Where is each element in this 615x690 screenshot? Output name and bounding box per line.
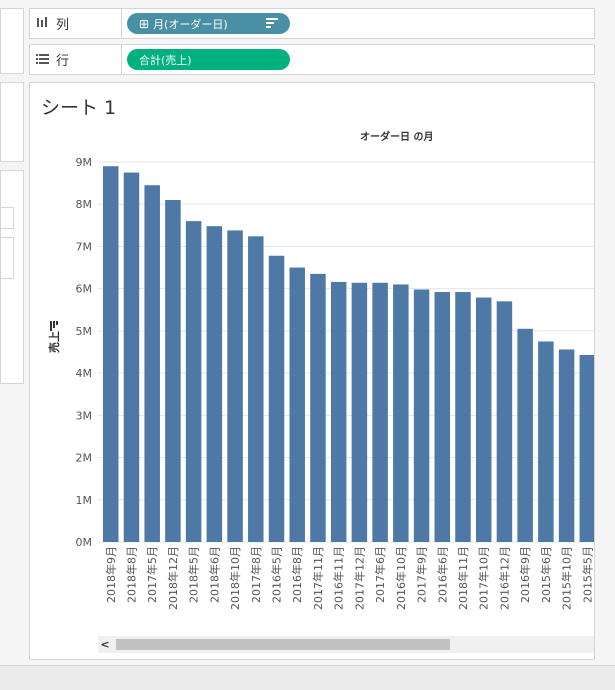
bar[interactable] <box>227 230 243 542</box>
bar[interactable] <box>144 185 160 542</box>
bar[interactable] <box>455 292 471 542</box>
bar[interactable] <box>496 301 513 542</box>
chart-column-header: オーダー日 の月 <box>360 132 434 143</box>
x-tick-label: 2016年11月 <box>332 546 346 610</box>
x-tick-label: 2018年5月 <box>187 546 201 603</box>
x-tick-label: 2015年10月 <box>560 546 574 610</box>
y-tick-label: 4M <box>76 367 93 380</box>
columns-label-text: 列 <box>56 18 70 33</box>
bar[interactable] <box>330 281 347 542</box>
bar[interactable] <box>579 354 595 542</box>
y-tick-label: 8M <box>76 198 93 211</box>
y-tick-label: 9M <box>76 156 93 169</box>
bar[interactable] <box>206 226 223 542</box>
x-tick-label: 2017年9月 <box>415 546 429 603</box>
sheet-view: シート 1 オーダー日 の月 0M 1M 2M 3M 4M 5M 6M 7M 8M 9M 売上 201… <box>29 82 595 660</box>
x-tick-label: 2016年12月 <box>497 546 511 610</box>
bar[interactable] <box>103 166 119 542</box>
left-panel-input-b[interactable] <box>0 237 14 279</box>
bar[interactable] <box>413 289 430 542</box>
sum-sales-pill[interactable]: 合計(売上) <box>127 49 290 70</box>
x-tick-label: 2017年5月 <box>145 546 159 603</box>
x-tick-label: 2016年5月 <box>270 546 284 603</box>
x-tick-label: 2018年11月 <box>456 546 470 610</box>
y-tick-label: 0M <box>76 536 93 549</box>
rows-icon <box>36 53 52 67</box>
plus-box-icon[interactable]: ⊞ <box>139 16 150 31</box>
bar[interactable] <box>351 282 368 542</box>
bar[interactable] <box>123 172 140 543</box>
bar[interactable] <box>248 236 264 543</box>
columns-icon <box>36 16 52 31</box>
x-tick-label: 2018年12月 <box>166 546 180 610</box>
bar[interactable] <box>289 267 305 542</box>
x-tick-label: 2018年8月 <box>124 546 138 603</box>
y-tick-label: 7M <box>76 240 93 253</box>
bar[interactable] <box>434 292 451 542</box>
x-tick-label: 2016年8月 <box>290 546 304 603</box>
bar[interactable] <box>185 221 202 542</box>
x-tick-label: 2018年6月 <box>207 546 221 603</box>
bar[interactable] <box>558 349 575 542</box>
y-tick-label: 3M <box>76 409 93 422</box>
x-tick-label: 2015年5月 <box>580 546 594 603</box>
bar[interactable] <box>517 328 533 542</box>
left-panel-mid <box>0 82 24 162</box>
y-axis-title[interactable]: 売上 <box>47 331 61 353</box>
x-tick-label: 2017年6月 <box>373 546 387 603</box>
y-tick-label: 1M <box>76 494 93 507</box>
y-tick-label: 5M <box>76 325 93 338</box>
bar[interactable] <box>475 297 492 542</box>
columns-shelf-label: 列 <box>30 9 122 38</box>
columns-shelf[interactable]: 列 ⊞ 月(オーダー日) <box>29 8 595 39</box>
sheet-title[interactable]: シート 1 <box>41 97 117 119</box>
x-tick-label: 2018年9月 <box>104 546 118 603</box>
x-tick-label: 2017年10月 <box>477 546 491 610</box>
x-tick-label: 2016年10月 <box>394 546 408 610</box>
left-panel-top <box>0 8 24 74</box>
month-pill-label: 月(オーダー日) <box>153 17 228 31</box>
x-tick-label: 2018年10月 <box>228 546 242 610</box>
bar[interactable] <box>310 273 326 542</box>
rows-shelf[interactable]: 行 合計(売上) <box>29 44 595 75</box>
y-tick-label: 2M <box>76 452 93 465</box>
x-tick-label: 2017年11月 <box>311 546 325 610</box>
month-order-date-pill[interactable]: ⊞ 月(オーダー日) <box>127 13 290 34</box>
rows-label-text: 行 <box>56 54 70 69</box>
x-tick-label: 2016年6月 <box>435 546 449 603</box>
sales-pill-label: 合計(売上) <box>139 53 192 67</box>
scroll-thumb[interactable] <box>116 639 450 650</box>
horizontal-scrollbar[interactable]: < <box>98 636 594 653</box>
sort-icon[interactable] <box>266 18 278 28</box>
bar[interactable] <box>165 200 181 542</box>
rows-shelf-label: 行 <box>30 45 122 74</box>
bottom-tab-strip <box>0 665 615 690</box>
axis-sort-icon[interactable] <box>50 321 58 331</box>
bar[interactable] <box>268 255 285 542</box>
x-tick-label: 2015年6月 <box>539 546 553 603</box>
bar[interactable] <box>372 282 388 542</box>
x-tick-label: 2017年12月 <box>352 546 366 610</box>
bar[interactable] <box>538 341 554 542</box>
y-tick-label: 6M <box>76 283 93 296</box>
bar[interactable] <box>393 284 409 542</box>
bar-chart: 0M 1M 2M 3M 4M 5M 6M 7M 8M 9M 売上 2018年9月 2018年8月 2017… <box>47 156 595 610</box>
scroll-left-arrow-icon[interactable]: < <box>100 638 110 651</box>
left-panel-input-a[interactable] <box>0 207 14 229</box>
x-tick-label: 2017年8月 <box>249 546 263 603</box>
x-tick-label: 2016年9月 <box>518 546 532 603</box>
